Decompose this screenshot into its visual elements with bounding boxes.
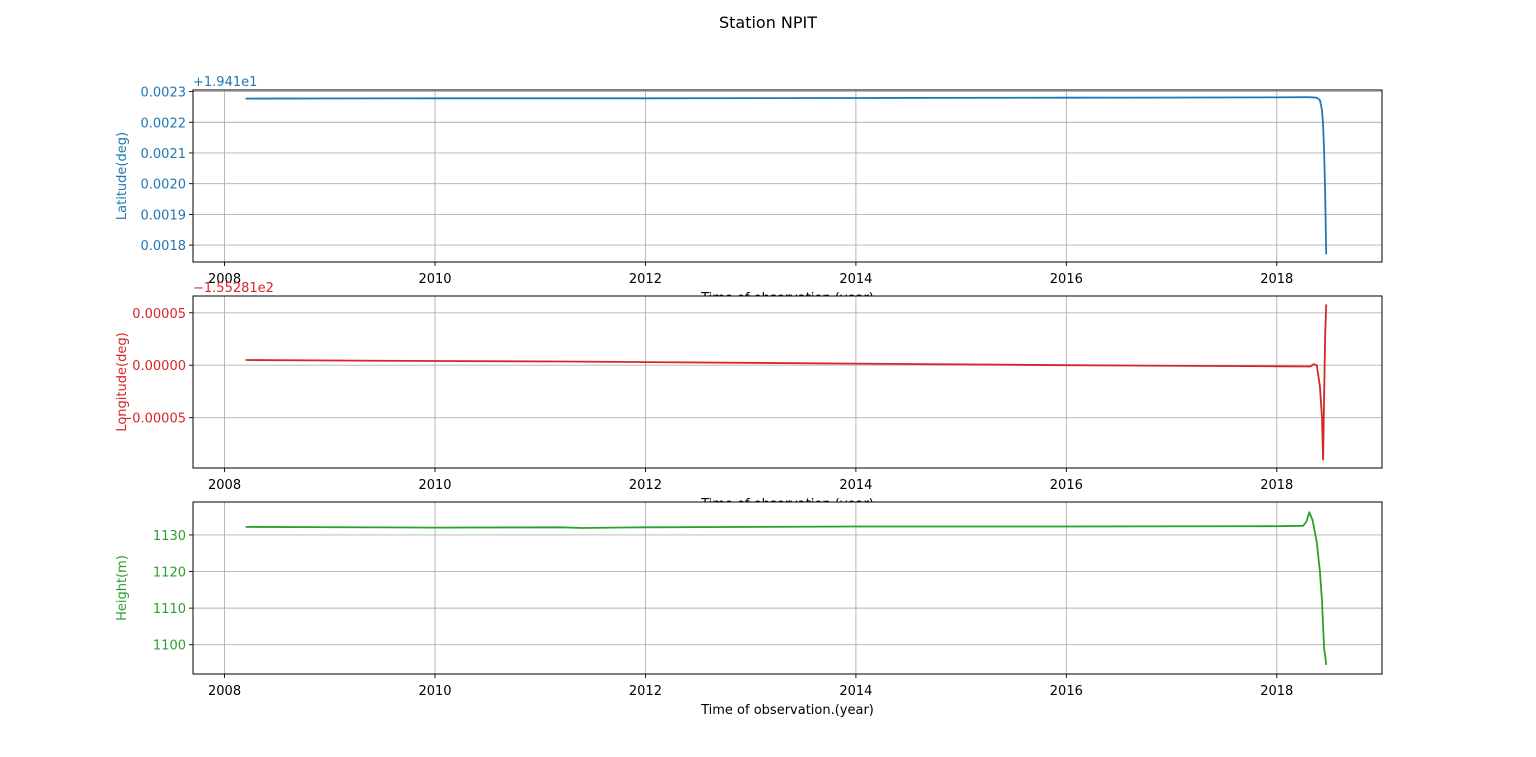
x-tick-label: 2012	[629, 684, 662, 699]
longitude-series-line	[245, 304, 1328, 461]
x-tick-label: 2010	[418, 272, 451, 287]
y-tick-label: −0.00005	[121, 412, 186, 427]
y-tick-label: 0.00005	[132, 307, 186, 322]
x-tick-label: 2010	[418, 478, 451, 493]
x-tick-label: 2014	[839, 272, 872, 287]
x-tick-label: 2008	[208, 478, 241, 493]
longitude-panel: 2008 2010 2012 2014 2016 2018 −0.00005 0.00000 0…	[115, 281, 1383, 512]
subplots: 2008 2010 2012 2014 2016 2018 0.0018 0.0019 0.00…	[115, 75, 1383, 718]
height-series-line	[245, 511, 1328, 665]
y-axis-title: Longitude(deg)	[115, 332, 130, 431]
y-tick-label: 0.0023	[141, 86, 187, 101]
x-tick-label: 2018	[1260, 684, 1293, 699]
y-tick-label: 1110	[153, 602, 186, 617]
y-tick-label: 0.00000	[132, 359, 186, 374]
x-axis-title: Time of observation.(year)	[700, 703, 874, 718]
axes-background	[193, 502, 1382, 674]
latitude-panel: 2008 2010 2012 2014 2016 2018 0.0018 0.0019 0.00…	[115, 75, 1383, 306]
y-tick-label: 0.0020	[141, 178, 187, 193]
y-offset-label: +1.941e1	[193, 75, 257, 90]
x-tick-label: 2010	[418, 684, 451, 699]
y-tick-label: 0.0019	[141, 208, 187, 223]
plot-frame	[192, 295, 1383, 469]
y-tick-label: 1130	[153, 529, 186, 544]
x-tick-label: 2014	[839, 478, 872, 493]
latitude-series-line	[245, 96, 1328, 255]
plot-frame	[192, 89, 1383, 263]
y-tick-label: 0.0022	[141, 116, 187, 131]
y-tick-label: 1120	[153, 566, 186, 581]
x-tick-label: 2014	[839, 684, 872, 699]
plot-frame	[192, 501, 1383, 675]
y-tick-label: 1100	[153, 639, 186, 654]
x-tick-label: 2016	[1050, 684, 1083, 699]
figure-title: Station NPIT	[719, 13, 817, 32]
x-tick-label: 2012	[629, 272, 662, 287]
height-panel: 2008 2010 2012 2014 2016 2018 1100 1110 1120 1130…	[115, 501, 1383, 718]
x-tick-label: 2012	[629, 478, 662, 493]
y-axis-title: Height(m)	[115, 555, 130, 621]
x-tick-label: 2018	[1260, 478, 1293, 493]
x-tick-label: 2018	[1260, 272, 1293, 287]
y-tick-label: 0.0018	[141, 239, 187, 254]
x-tick-label: 2008	[208, 272, 241, 287]
axes-background	[193, 296, 1382, 468]
x-tick-label: 2016	[1050, 272, 1083, 287]
x-tick-label: 2016	[1050, 478, 1083, 493]
x-tick-label: 2008	[208, 684, 241, 699]
y-offset-label: −1.55281e2	[193, 281, 274, 296]
y-tick-label: 0.0021	[141, 147, 187, 162]
y-axis-title: Latitude(deg)	[115, 132, 130, 220]
